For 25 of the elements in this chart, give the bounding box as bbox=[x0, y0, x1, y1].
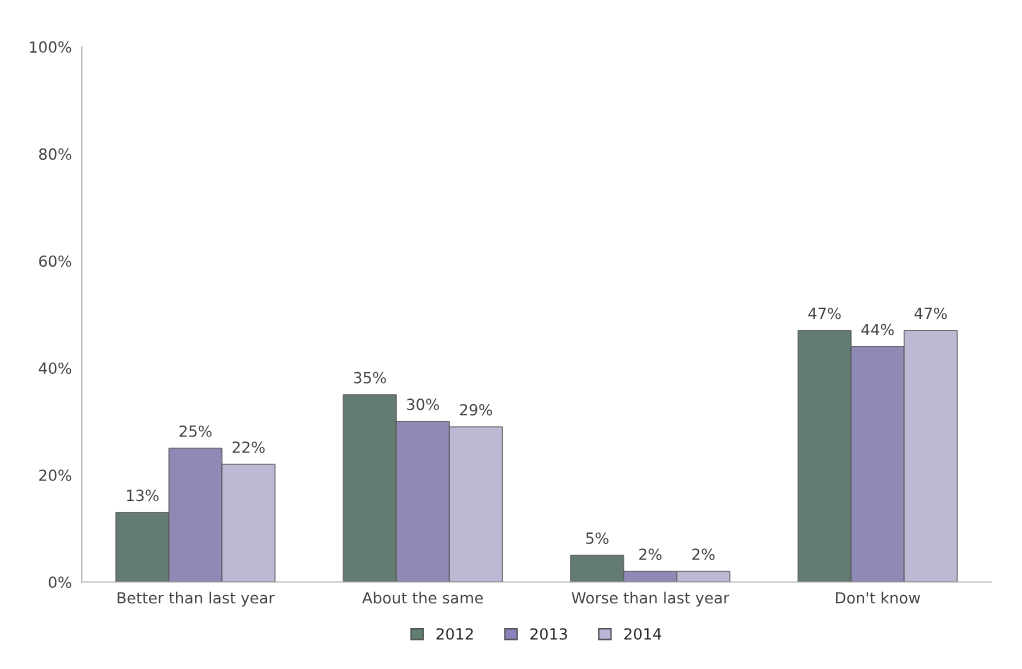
y-tick-label: 20% bbox=[39, 469, 72, 482]
data-label: 29% bbox=[460, 403, 493, 416]
y-tick-label: 0% bbox=[48, 576, 72, 589]
y-tick-label: 100% bbox=[30, 41, 72, 53]
data-label: 47% bbox=[808, 307, 841, 320]
legend-label: 2012 bbox=[436, 628, 473, 640]
x-tick-label: Better than last year bbox=[117, 591, 275, 607]
x-tick-label: Don't know bbox=[836, 591, 921, 604]
data-label: 13% bbox=[127, 489, 159, 502]
y-tick-label: 80% bbox=[39, 148, 72, 160]
x-tick-label: About the same bbox=[362, 591, 483, 604]
data-label: 25% bbox=[179, 425, 212, 437]
y-tick-label: 60% bbox=[39, 255, 72, 267]
data-label: 47% bbox=[914, 307, 947, 320]
data-label: 30% bbox=[407, 398, 439, 411]
data-label: 35% bbox=[353, 371, 386, 384]
data-label: 22% bbox=[232, 441, 265, 453]
data-label: 5% bbox=[586, 532, 609, 544]
legend-label: 2014 bbox=[624, 628, 662, 640]
x-tick-label: Worse than last year bbox=[571, 591, 730, 607]
y-tick-label: 40% bbox=[38, 362, 72, 374]
data-label: 2% bbox=[639, 548, 662, 561]
data-label: 44% bbox=[861, 323, 894, 336]
data-label: 2% bbox=[692, 548, 715, 561]
legend-label: 2013 bbox=[530, 628, 567, 640]
